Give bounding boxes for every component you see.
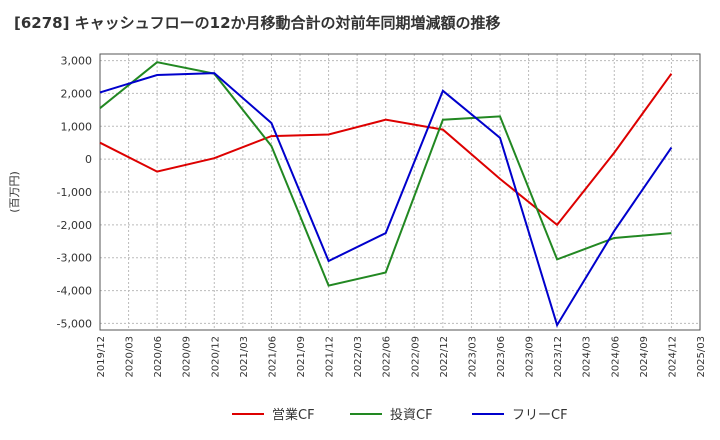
grid-layer xyxy=(99,54,701,330)
series-layer xyxy=(99,61,673,328)
y-tick-label: 1,000 xyxy=(61,120,93,133)
legend-label: 営業CF xyxy=(272,407,315,423)
y-tick-label: -3,000 xyxy=(57,252,92,265)
plot-frame xyxy=(99,53,701,331)
legend-item-0: 営業CF xyxy=(232,407,315,423)
x-tick-label: 2022/06 xyxy=(382,336,393,378)
x-tick-label: 2025/03 xyxy=(696,336,707,378)
x-tick-label: 2021/09 xyxy=(296,336,307,378)
x-tick-label: 2024/09 xyxy=(639,336,650,378)
series-line-2 xyxy=(99,72,673,328)
x-tick-label: 2020/09 xyxy=(182,336,193,378)
x-tick-label: 2024/06 xyxy=(610,336,621,378)
series-line-0 xyxy=(99,73,673,227)
y-tick-label: 3,000 xyxy=(61,55,93,68)
legend-label: フリーCF xyxy=(512,408,568,423)
series-line-1 xyxy=(99,61,672,287)
x-tick-label: 2019/12 xyxy=(96,336,107,378)
x-tick-label: 2020/12 xyxy=(210,336,221,378)
x-tick-label: 2023/12 xyxy=(553,336,564,378)
y-axis-label: (百万円) xyxy=(8,171,21,213)
x-tick-label: 2022/03 xyxy=(353,336,364,378)
y-tick-label: 2,000 xyxy=(61,87,93,100)
x-tick-label: 2021/12 xyxy=(325,336,336,378)
y-tick-label: -5,000 xyxy=(57,317,92,330)
y-tick-label: -4,000 xyxy=(57,285,92,298)
y-tick-label: 0 xyxy=(85,153,92,166)
x-tick-label: 2020/06 xyxy=(153,336,164,378)
x-tick-label: 2022/09 xyxy=(410,336,421,378)
legend-item-1: 投資CF xyxy=(350,407,433,423)
legend-item-2: フリーCF xyxy=(472,408,568,423)
y-tick-label: -1,000 xyxy=(57,186,92,199)
x-tick-label: 2022/12 xyxy=(439,336,450,378)
x-tick-label: 2021/03 xyxy=(239,336,250,378)
x-tick-label: 2023/06 xyxy=(496,336,507,378)
chart-title: [6278] キャッシュフローの12か月移動合計の対前年同期増減額の推移 xyxy=(14,14,501,32)
x-tick-label: 2024/12 xyxy=(667,336,678,378)
x-tick-label: 2021/06 xyxy=(267,336,278,378)
x-tick-label: 2020/03 xyxy=(125,336,136,378)
legend: 営業CF 投資CF フリーCF xyxy=(232,407,568,423)
x-tick-label: 2023/09 xyxy=(525,336,536,378)
x-tick-label: 2024/03 xyxy=(582,336,593,378)
x-tick-label: 2023/03 xyxy=(467,336,478,378)
axis-layer: 3,000 2,000 1,000 0 -1,000 -2,000 -3,000 -4,000… xyxy=(57,53,707,378)
y-tick-label: -2,000 xyxy=(57,219,92,232)
legend-label: 投資CF xyxy=(390,407,433,423)
